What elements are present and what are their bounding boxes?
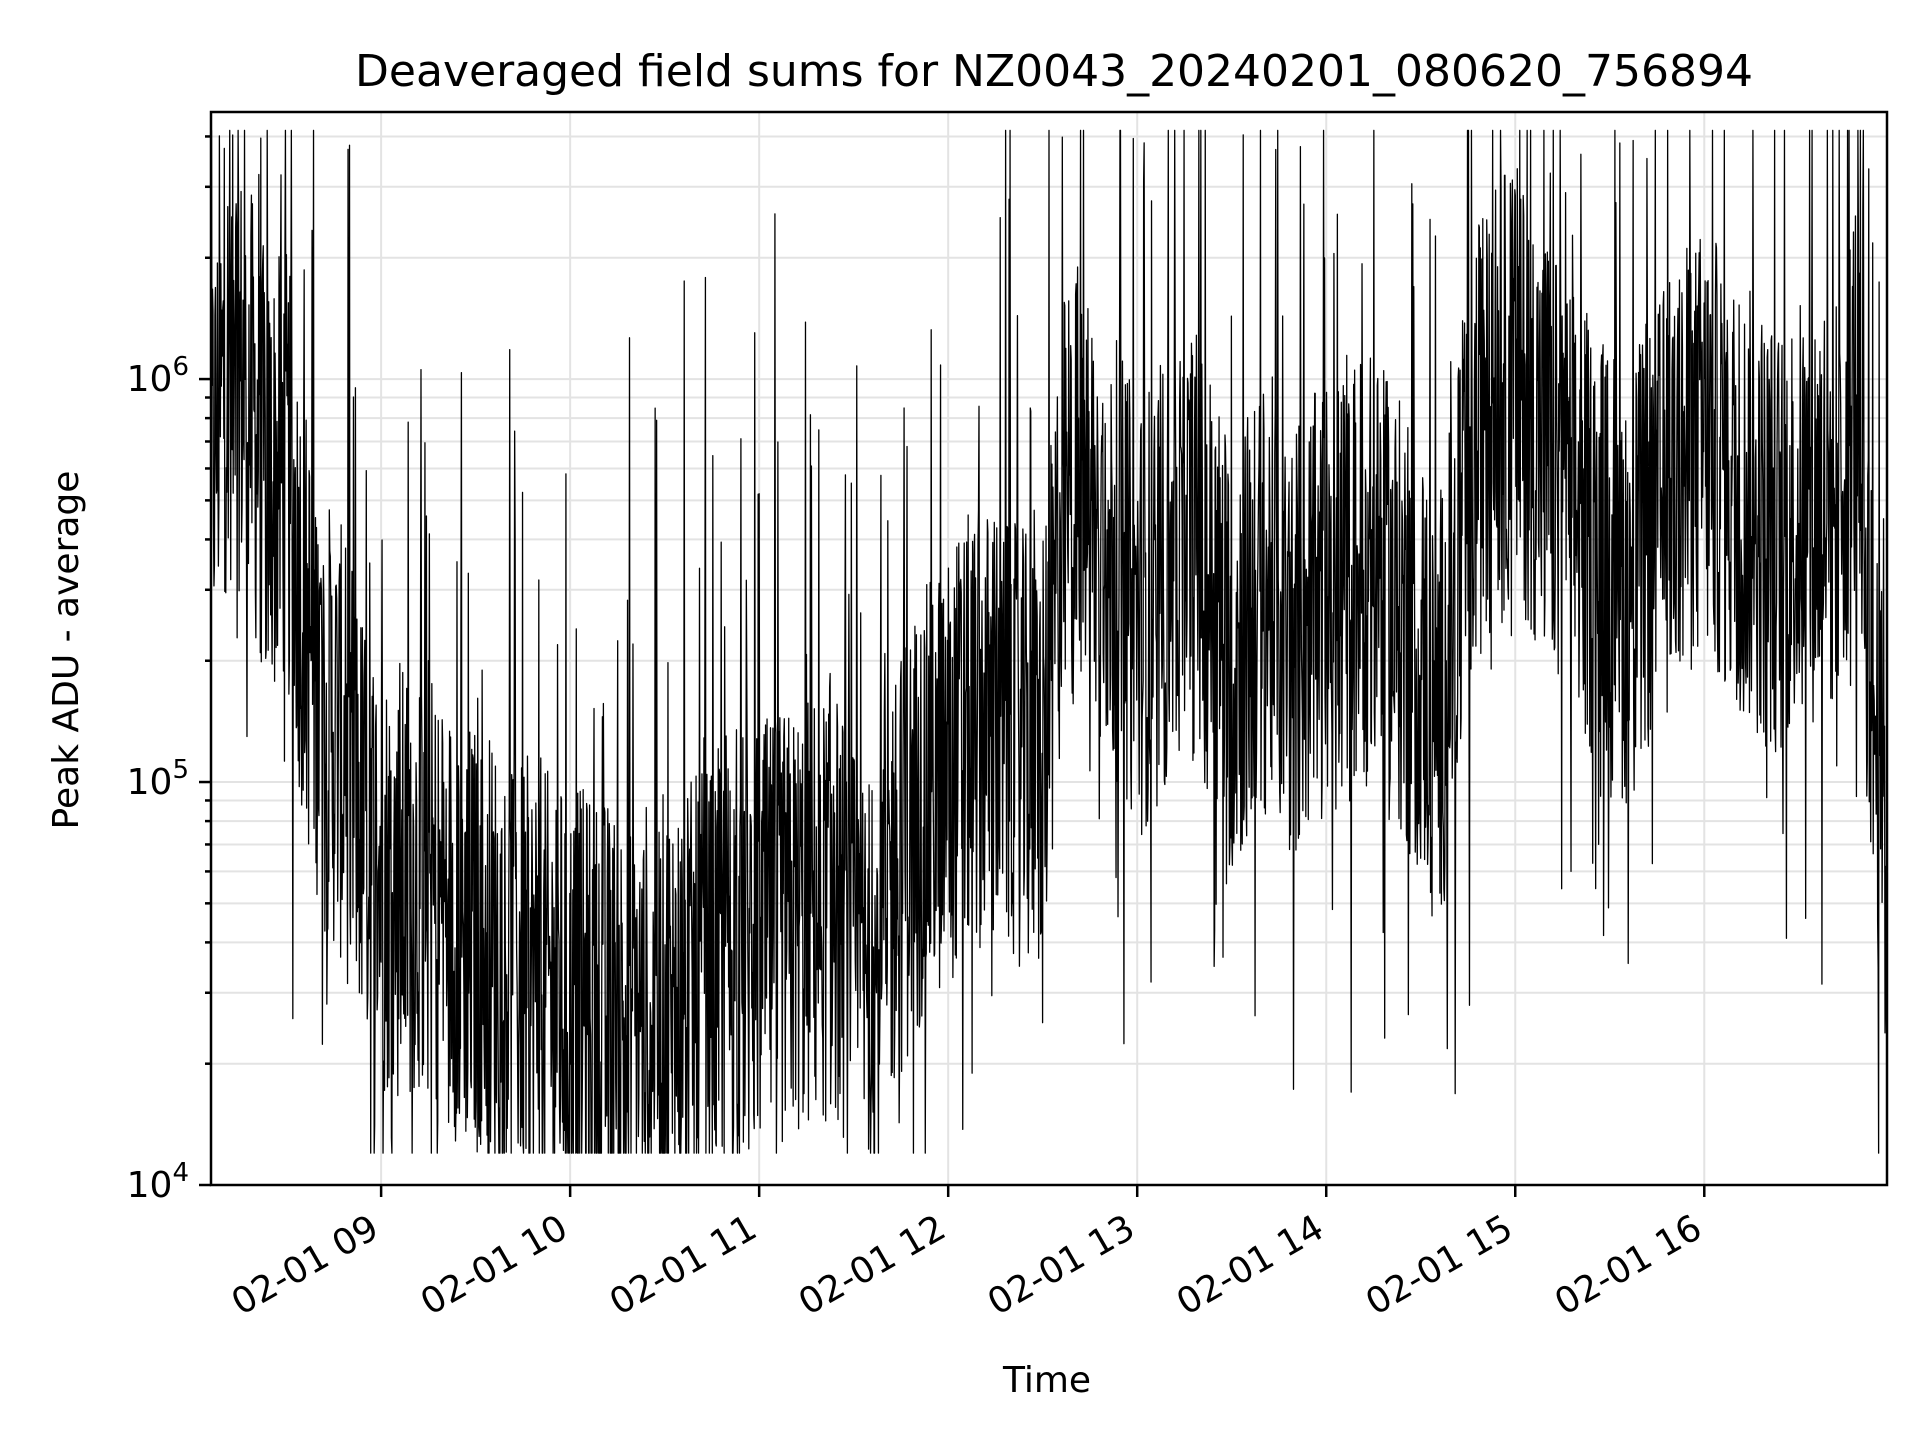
x-axis-label: Time bbox=[1002, 1360, 1091, 1401]
y-axis-label: Peak ADU - average bbox=[46, 471, 87, 830]
y-tick-label: 105 bbox=[127, 755, 189, 803]
chart-title: Deaveraged field sums for NZ0043_2024020… bbox=[355, 46, 1753, 97]
x-tick-label: 02-01 14 bbox=[1170, 1207, 1331, 1323]
x-tick-label: 02-01 10 bbox=[414, 1207, 575, 1323]
x-tick-label: 02-01 11 bbox=[603, 1207, 764, 1323]
x-tick-label: 02-01 15 bbox=[1359, 1207, 1520, 1323]
y-tick-label: 104 bbox=[127, 1158, 189, 1206]
plot-area bbox=[210, 129, 1888, 1154]
y-tick-label: 106 bbox=[127, 352, 189, 400]
x-tick-label: 02-01 13 bbox=[981, 1207, 1142, 1323]
series-line bbox=[210, 129, 1888, 1154]
x-tick-label: 02-01 16 bbox=[1548, 1207, 1709, 1323]
y-axis-ticks: 104 105 106 bbox=[127, 135, 211, 1206]
x-axis-ticks: 02-01 09 02-01 10 02-01 11 02-01 12 02-01 13… bbox=[225, 1185, 1709, 1324]
x-tick-label: 02-01 12 bbox=[792, 1207, 953, 1323]
x-tick-label: 02-01 09 bbox=[225, 1207, 386, 1323]
axes-frame bbox=[209, 110, 1889, 1187]
